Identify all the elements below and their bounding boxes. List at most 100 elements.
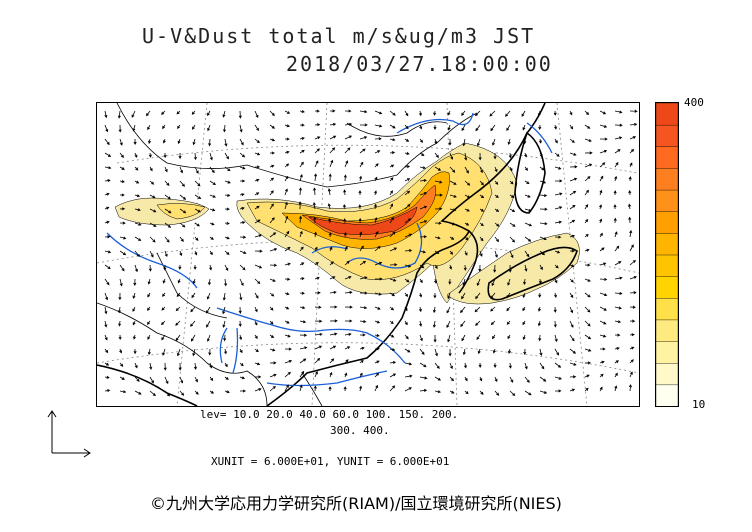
wind-arrow	[209, 222, 215, 226]
wind-arrow	[479, 390, 484, 395]
wind-arrow	[254, 334, 258, 339]
wind-arrow	[359, 359, 364, 364]
wind-arrow	[149, 208, 157, 213]
wind-arrow	[269, 110, 275, 116]
wind-arrow	[162, 348, 166, 356]
wind-arrow	[461, 110, 466, 116]
wind-arrow	[404, 264, 412, 268]
wind-arrow	[509, 180, 514, 185]
wind-arrow	[506, 320, 511, 325]
wind-arrow	[569, 320, 574, 328]
wind-arrow	[179, 166, 183, 174]
wind-arrow	[134, 376, 140, 382]
wind-arrow	[343, 232, 347, 238]
wind-arrow	[524, 236, 532, 242]
wind-arrow	[569, 138, 575, 143]
wind-arrow	[224, 236, 230, 240]
wind-arrow	[146, 320, 151, 325]
wind-arrow	[479, 250, 483, 257]
wind-arrow	[314, 261, 319, 266]
wind-arrow	[119, 138, 123, 146]
wind-arrow	[117, 306, 122, 314]
wind-arrow	[461, 292, 466, 300]
wind-arrow	[479, 376, 483, 382]
wind-arrow	[464, 376, 468, 382]
wind-arrow	[254, 348, 259, 353]
wind-arrow	[239, 124, 243, 133]
wind-arrow	[509, 208, 516, 212]
wind-arrow	[119, 390, 127, 394]
wind-arrow	[507, 278, 511, 286]
wind-arrow	[164, 390, 170, 397]
wind-arrow	[179, 194, 187, 200]
wind-arrow	[404, 124, 409, 130]
wind-arrow	[538, 292, 542, 298]
wind-arrow	[434, 250, 440, 254]
wind-arrow	[629, 291, 637, 295]
wind-arrow	[614, 149, 621, 154]
wind-arrow	[614, 123, 623, 127]
wind-arrow	[359, 123, 368, 127]
wind-arrow	[553, 320, 557, 328]
wind-arrow	[494, 376, 498, 383]
wind-arrow	[133, 138, 137, 146]
wind-arrow	[584, 320, 591, 327]
wind-arrow	[419, 278, 423, 284]
wind-arrow	[147, 348, 151, 356]
wind-arrow	[494, 236, 500, 243]
wind-arrow	[584, 233, 589, 238]
wind-arrow	[373, 203, 377, 210]
wind-arrow	[434, 180, 443, 184]
wind-arrow	[614, 320, 622, 324]
wind-arrow	[176, 292, 181, 298]
wind-arrow	[284, 163, 290, 168]
wind-arrow	[584, 151, 593, 155]
wind-arrow	[554, 206, 563, 210]
colorbar-swatch	[656, 103, 678, 126]
wind-arrow	[449, 264, 453, 270]
levels-line-2: 300. 400.	[330, 424, 390, 437]
wind-arrow	[537, 110, 541, 117]
wind-arrow	[149, 362, 153, 370]
wind-arrow	[149, 236, 156, 243]
wind-arrow	[554, 264, 559, 269]
wind-arrow	[222, 292, 226, 301]
wind-arrow	[478, 152, 482, 161]
wind-arrow	[239, 348, 243, 354]
wind-arrow	[478, 264, 482, 273]
wind-arrow	[344, 305, 353, 309]
wind-arrow	[509, 222, 516, 227]
colorbar-swatch	[656, 232, 678, 256]
wind-arrow	[269, 217, 275, 224]
wind-arrow	[554, 166, 562, 170]
wind-arrow	[254, 152, 261, 156]
wind-arrow	[464, 390, 469, 395]
wind-arrow	[164, 194, 171, 200]
wind-arrow	[614, 261, 622, 266]
wind-arrow	[178, 152, 182, 160]
wind-arrow	[193, 152, 197, 161]
wind-arrow	[359, 245, 364, 252]
wind-arrow	[584, 176, 591, 182]
wind-arrow	[359, 346, 365, 350]
wind-arrow	[389, 190, 393, 196]
wind-arrow	[524, 180, 530, 185]
wind-arrow	[254, 320, 258, 326]
unit-label: XUNIT = 6.000E+01, YUNIT = 6.000E+01	[211, 455, 450, 468]
wind-arrow	[145, 110, 151, 117]
wind-arrow	[254, 165, 261, 169]
wind-arrow	[149, 250, 154, 258]
wind-arrow	[148, 264, 152, 272]
wind-arrow	[254, 292, 259, 299]
wind-arrow	[599, 306, 607, 311]
wind-arrow	[178, 362, 182, 371]
wind-arrow	[599, 360, 605, 364]
dust-plume-west	[114, 197, 210, 226]
wind-arrow	[629, 276, 637, 280]
wind-arrow	[284, 215, 289, 224]
wind-arrow	[554, 376, 563, 380]
wind-arrow	[464, 152, 468, 161]
wind-vectors	[104, 109, 638, 397]
wind-arrow	[161, 320, 166, 326]
wind-arrow	[104, 320, 108, 328]
